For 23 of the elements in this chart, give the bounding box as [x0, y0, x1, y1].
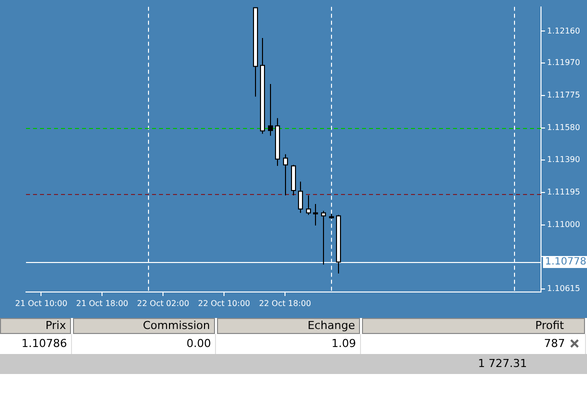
y-tick-label: 1.11195 [547, 187, 580, 196]
y-tick-label: 1.11970 [547, 58, 580, 67]
text: Echange [308, 319, 355, 332]
x-tick-label: 22 Oct 18:00 [258, 298, 312, 308]
y-tick-label: 1.11580 [547, 123, 580, 132]
text: Prix [45, 319, 66, 332]
x-tick-label: 22 Oct 10:00 [198, 298, 250, 308]
text: Profit [535, 319, 564, 332]
x-tick-label: 21 Oct 18:00 [76, 298, 128, 308]
x-tick-label: 22 Oct 02:00 [137, 298, 190, 308]
text: 787 [544, 337, 565, 350]
y-tick-label: 1.10615 [547, 284, 580, 294]
text: 1.09 [332, 337, 356, 350]
text: 1.10786 [22, 337, 67, 350]
y-tick-label: 1.11390 [547, 154, 580, 164]
x-tick-label: 21 Oct 10:00 [15, 298, 68, 308]
y-tick-label: 1.11775 [547, 90, 580, 100]
text: Commission [142, 319, 210, 332]
y-tick-label: 1.11000 [547, 220, 580, 229]
text: 0.00 [186, 337, 211, 350]
y-tick-label: 1.12160 [547, 26, 580, 36]
ref-line-label: 1.10778 [545, 256, 586, 268]
text: 1 727.31 [0, 354, 587, 374]
